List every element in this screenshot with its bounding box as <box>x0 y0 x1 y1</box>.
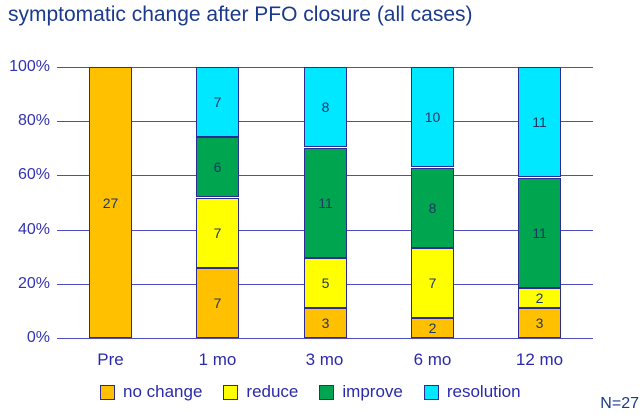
bar-segment-value: 3 <box>321 315 330 331</box>
bar-segment: 3 <box>518 308 561 338</box>
legend-label: resolution <box>446 382 521 401</box>
legend-item: no change <box>100 382 202 402</box>
bar-segment-value: 3 <box>535 315 544 331</box>
legend-item: reduce <box>223 382 298 402</box>
bar-segment-value: 10 <box>424 109 441 125</box>
stacked-bar: 3 5 11 8 <box>304 67 347 338</box>
bar-segment: 3 <box>304 308 347 338</box>
bar-segment-value: 11 <box>318 195 333 211</box>
bar-segment: 7 <box>196 268 239 338</box>
x-axis-category-label: Pre <box>97 350 124 369</box>
legend: no change reduce improve resolution <box>100 382 521 402</box>
legend-swatch <box>223 384 239 400</box>
bar-segment: 10 <box>411 67 454 167</box>
x-axis-category-label: 1 mo <box>198 350 237 369</box>
bar-segment: 8 <box>411 168 454 248</box>
bar-segment: 27 <box>89 67 132 338</box>
bar-segment: 8 <box>304 67 347 147</box>
stacked-bar: 7 7 6 7 <box>196 67 239 338</box>
y-axis-tick-label: 60% <box>17 166 50 183</box>
bar-segment: 7 <box>196 198 239 268</box>
bar-segment-value: 5 <box>321 275 330 291</box>
bar-segment: 11 <box>304 148 347 258</box>
bar-segment: 11 <box>518 67 561 177</box>
bar-segment-value: 8 <box>428 200 437 216</box>
bar-segment-value: 7 <box>213 295 222 311</box>
legend-label: improve <box>342 382 403 401</box>
sample-size-label: N=27 <box>600 395 639 412</box>
x-axis-category-label: 3 mo <box>305 350 344 369</box>
bar-segment-value: 6 <box>213 159 222 175</box>
stacked-bar: 2 7 8 10 <box>411 67 454 338</box>
legend-label: no change <box>123 382 203 401</box>
bar-segment: 7 <box>411 248 454 318</box>
stacked-bar: 3 2 11 11 <box>518 67 561 338</box>
bar-segment-value: 7 <box>428 275 437 291</box>
x-axis-category-label: 6 mo <box>413 350 452 369</box>
bar-segment-value: 2 <box>535 290 544 306</box>
bar-segment-value: 27 <box>102 194 119 211</box>
y-axis-tick-label: 100% <box>9 58 50 75</box>
bar-segment: 2 <box>411 318 454 338</box>
bar-segment: 7 <box>196 67 239 137</box>
bar-segment-value: 8 <box>321 99 330 115</box>
bar-segment-value: 11 <box>532 114 547 130</box>
chart-title: symptomatic change after PFO closure (al… <box>8 3 473 26</box>
bar-segment: 5 <box>304 258 347 308</box>
bar-segment: 6 <box>196 137 239 197</box>
x-axis-category-label: 12 mo <box>515 350 564 369</box>
gridline <box>57 338 593 339</box>
legend-swatch <box>100 384 115 400</box>
y-axis-tick-label: 80% <box>17 112 50 129</box>
bar-segment-value: 11 <box>532 225 547 241</box>
legend-item: improve <box>319 382 403 402</box>
y-axis-tick-label: 20% <box>17 275 50 292</box>
bar-segment-value: 7 <box>213 225 222 241</box>
plot-area: 27 7 7 6 7 3 5 11 8 2 7 8 10 3 2 11 11 <box>57 67 593 339</box>
y-axis-tick-label: 40% <box>17 221 50 238</box>
legend-item: resolution <box>423 382 521 402</box>
bar-segment-value: 7 <box>213 94 222 110</box>
stacked-bar: 27 <box>89 67 132 338</box>
legend-label: reduce <box>246 382 299 401</box>
bar-segment: 2 <box>518 288 561 308</box>
bar-segment-value: 2 <box>428 320 437 336</box>
legend-swatch <box>423 384 439 400</box>
y-axis-tick-label: 0% <box>26 329 50 346</box>
legend-swatch <box>319 384 335 400</box>
bar-segment: 11 <box>518 178 561 288</box>
